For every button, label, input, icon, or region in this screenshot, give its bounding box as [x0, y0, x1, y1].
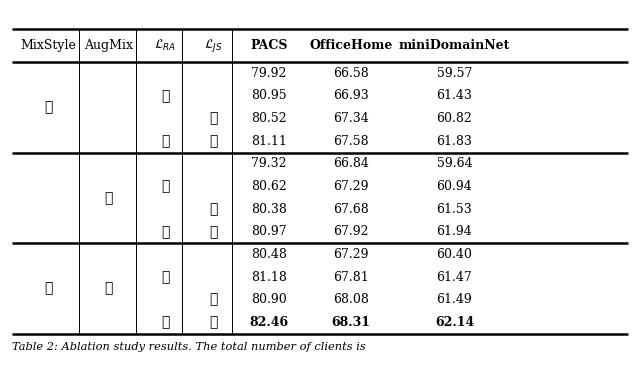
Text: 61.53: 61.53 — [436, 203, 472, 216]
Text: Table 2: Ablation study results. The total number of clients is: Table 2: Ablation study results. The tot… — [12, 342, 365, 353]
Text: 61.49: 61.49 — [436, 293, 472, 306]
Text: 68.08: 68.08 — [333, 293, 369, 306]
Text: 81.18: 81.18 — [251, 270, 287, 284]
Text: 80.38: 80.38 — [251, 203, 287, 216]
Text: 60.82: 60.82 — [436, 112, 472, 125]
Text: 66.93: 66.93 — [333, 89, 369, 103]
Text: ✓: ✓ — [161, 180, 170, 193]
Text: ✓: ✓ — [161, 315, 170, 329]
Text: 60.40: 60.40 — [436, 248, 472, 261]
Text: 67.34: 67.34 — [333, 112, 369, 125]
Text: 81.11: 81.11 — [251, 135, 287, 148]
Text: 80.62: 80.62 — [251, 180, 287, 193]
Text: 79.32: 79.32 — [251, 157, 287, 170]
Text: 80.52: 80.52 — [251, 112, 287, 125]
Text: ✓: ✓ — [104, 191, 113, 205]
Text: ✓: ✓ — [209, 293, 218, 307]
Text: 67.58: 67.58 — [333, 135, 369, 148]
Text: 68.31: 68.31 — [332, 316, 370, 329]
Text: ✓: ✓ — [44, 100, 52, 114]
Text: 82.46: 82.46 — [249, 316, 289, 329]
Text: 59.57: 59.57 — [436, 67, 472, 80]
Text: 67.81: 67.81 — [333, 270, 369, 284]
Text: ✓: ✓ — [161, 225, 170, 239]
Text: ✓: ✓ — [44, 281, 52, 295]
Text: OfficeHome: OfficeHome — [309, 39, 392, 52]
Text: 80.90: 80.90 — [251, 293, 287, 306]
Text: 61.94: 61.94 — [436, 225, 472, 238]
Text: miniDomainNet: miniDomainNet — [399, 39, 510, 52]
Text: ✓: ✓ — [161, 89, 170, 103]
Text: 67.29: 67.29 — [333, 180, 369, 193]
Text: 80.48: 80.48 — [251, 248, 287, 261]
Text: 66.58: 66.58 — [333, 67, 369, 80]
Text: ✓: ✓ — [104, 281, 113, 295]
Text: ✓: ✓ — [209, 134, 218, 148]
Text: $\mathcal{L}_{RA}$: $\mathcal{L}_{RA}$ — [154, 38, 176, 53]
Text: AugMix: AugMix — [84, 39, 133, 52]
Text: 79.92: 79.92 — [251, 67, 287, 80]
Text: 67.92: 67.92 — [333, 225, 369, 238]
Text: 60.94: 60.94 — [436, 180, 472, 193]
Text: ✓: ✓ — [209, 112, 218, 126]
Text: 80.95: 80.95 — [251, 89, 287, 103]
Text: ✓: ✓ — [161, 270, 170, 284]
Text: MixStyle: MixStyle — [20, 39, 76, 52]
Text: ✓: ✓ — [209, 315, 218, 329]
Text: ✓: ✓ — [161, 134, 170, 148]
Text: 61.47: 61.47 — [436, 270, 472, 284]
Text: 61.43: 61.43 — [436, 89, 472, 103]
Text: ✓: ✓ — [209, 225, 218, 239]
Text: 62.14: 62.14 — [435, 316, 474, 329]
Text: 67.68: 67.68 — [333, 203, 369, 216]
Text: ✓: ✓ — [209, 202, 218, 216]
Text: 66.84: 66.84 — [333, 157, 369, 170]
Text: 61.83: 61.83 — [436, 135, 472, 148]
Text: 59.64: 59.64 — [436, 157, 472, 170]
Text: 67.29: 67.29 — [333, 248, 369, 261]
Text: PACS: PACS — [250, 39, 287, 52]
Text: $\mathcal{L}_{JS}$: $\mathcal{L}_{JS}$ — [204, 37, 223, 54]
Text: 80.97: 80.97 — [251, 225, 287, 238]
